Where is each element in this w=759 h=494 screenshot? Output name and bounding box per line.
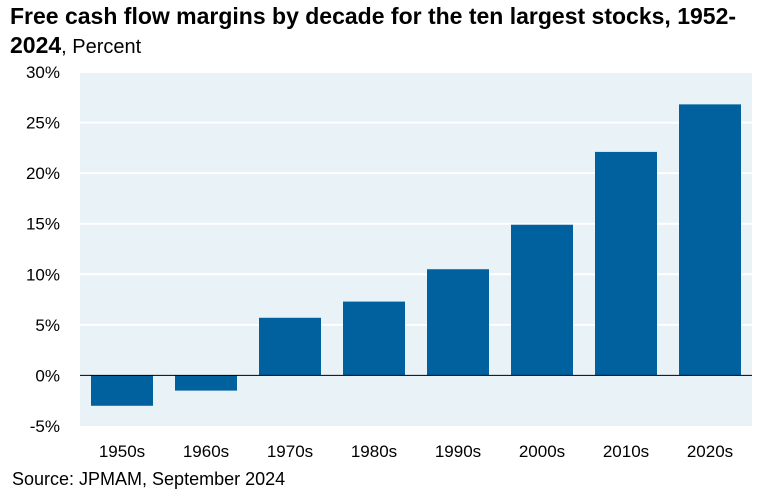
x-tick-label: 1950s [99,442,145,461]
y-tick-label: 15% [26,215,60,234]
bar-1980s [343,301,405,376]
x-tick-label: 2000s [519,442,565,461]
bars [91,104,741,406]
y-tick-label: 30% [26,63,60,82]
y-tick-label: 25% [26,114,60,133]
x-tick-label: 2020s [687,442,733,461]
chart-title: Free cash flow margins by decade for the… [10,2,750,62]
chart-subtitle: , Percent [61,36,142,58]
x-tick-label: 2010s [603,442,649,461]
x-tick-label: 1980s [351,442,397,461]
bar-2010s [595,151,657,376]
x-axis-tick-labels: 1950s 1960s 1970s 1980s 1990s 2000s 2010s 2020s [99,442,733,461]
y-tick-label: 10% [26,265,60,284]
bar-2000s [511,224,573,376]
bar-1960s [175,375,237,391]
y-tick-label: -5% [30,417,60,436]
x-tick-label: 1990s [435,442,481,461]
bar-chart: -5%0%5%10%15%20%25%30% 1950s 1960s 1970s 19… [26,63,752,461]
y-tick-label: 5% [35,316,60,335]
bar-2020s [679,104,741,376]
y-tick-label: 20% [26,164,60,183]
x-tick-label: 1960s [183,442,229,461]
bar-1970s [259,317,321,376]
bar-1990s [427,269,489,376]
bar-1950s [91,375,153,406]
x-tick-label: 1970s [267,442,313,461]
y-axis-tick-labels: -5% 0% 5% 10% 15% 20% 25% 30% [26,63,60,436]
chart-title-main: Free cash flow margins by decade for the… [10,3,737,58]
y-tick-label: 0% [35,366,60,385]
source-note: Source: JPMAM, September 2024 [12,469,286,489]
